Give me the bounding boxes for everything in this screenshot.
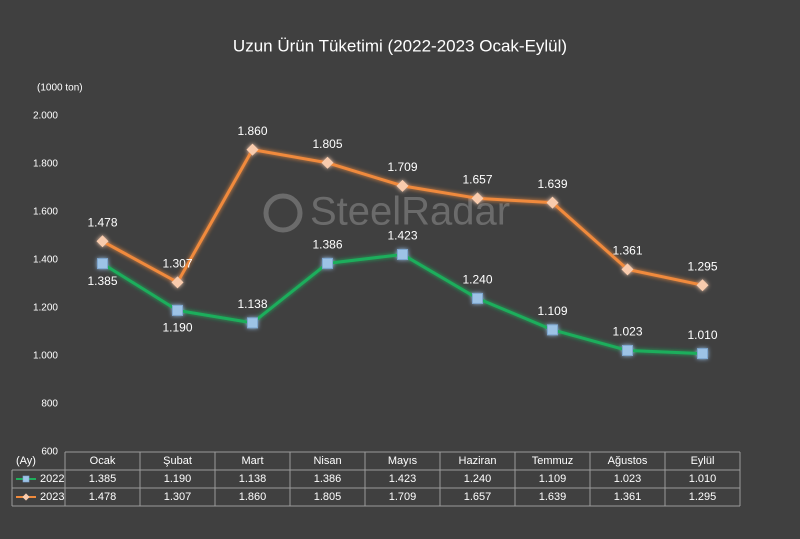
table-cell: 1.010 [689, 473, 717, 485]
marker [471, 192, 484, 205]
legend-label: 2023 [40, 491, 64, 503]
chart-title: Uzun Ürün Tüketimi (2022-2023 Ocak-Eylül… [233, 36, 567, 55]
data-label: 1.709 [387, 160, 417, 174]
table-header: (Ay) [16, 455, 36, 467]
marker [621, 263, 634, 276]
data-label: 1.295 [687, 259, 717, 273]
x-tick-label: Nisan [313, 455, 341, 467]
marker [247, 317, 258, 329]
table-cell: 1.023 [614, 473, 642, 485]
marker [696, 279, 709, 292]
y-tick-label: 1.600 [33, 207, 58, 218]
table-cell: 1.138 [239, 473, 267, 485]
data-label: 1.385 [87, 274, 117, 288]
table-cell: 1.307 [164, 491, 192, 503]
data-label: 1.010 [687, 328, 717, 342]
marker [472, 292, 483, 304]
marker [396, 179, 409, 192]
marker [321, 156, 334, 169]
x-tick-label: Ocak [90, 455, 116, 467]
marker [96, 235, 109, 248]
table-cell: 1.386 [314, 473, 342, 485]
data-label: 1.361 [612, 244, 642, 258]
marker [246, 143, 259, 156]
y-tick-label: 1.000 [33, 351, 58, 362]
marker [397, 248, 408, 260]
legend-label: 2022 [40, 473, 64, 485]
legend-marker [22, 493, 30, 501]
marker [97, 258, 108, 270]
data-label: 1.639 [537, 177, 567, 191]
data-label: 1.386 [312, 238, 342, 252]
marker [546, 196, 559, 209]
table-cell: 1.860 [239, 491, 267, 503]
data-label: 1.138 [237, 297, 267, 311]
data-label: 1.423 [387, 229, 417, 243]
x-tick-label: Ağustos [608, 455, 648, 467]
y-axis-label: (1000 ton) [37, 83, 83, 94]
y-tick-label: 2.000 [33, 111, 58, 122]
table-cell: 1.190 [164, 473, 192, 485]
data-label: 1.307 [162, 256, 192, 270]
data-label: 1.657 [462, 172, 492, 186]
y-tick-label: 1.200 [33, 303, 58, 314]
table-cell: 1.478 [89, 491, 117, 503]
marker [322, 257, 333, 269]
legend-marker [22, 475, 30, 483]
table-cell: 1.240 [464, 473, 492, 485]
table-cell: 1.295 [689, 491, 717, 503]
y-tick-label: 600 [41, 447, 58, 458]
data-label: 1.240 [462, 273, 492, 287]
x-tick-label: Haziran [459, 455, 497, 467]
data-label: 1.860 [237, 124, 267, 138]
y-tick-label: 1.400 [33, 255, 58, 266]
series-group [97, 248, 708, 360]
x-tick-label: Mayıs [388, 455, 418, 467]
y-tick-label: 800 [41, 399, 58, 410]
x-tick-label: Eylül [691, 455, 715, 467]
table-cell: 1.423 [389, 473, 417, 485]
data-label: 1.023 [612, 325, 642, 339]
x-tick-label: Temmuz [532, 455, 574, 467]
y-tick-label: 1.800 [33, 159, 58, 170]
marker [171, 276, 184, 289]
marker [172, 304, 183, 316]
series-group [96, 143, 709, 292]
table-cell: 1.639 [539, 491, 567, 503]
data-label: 1.805 [312, 137, 342, 151]
table-cell: 1.657 [464, 491, 492, 503]
table-cell: 1.805 [314, 491, 342, 503]
table-cell: 1.385 [89, 473, 117, 485]
table-cell: 1.709 [389, 491, 417, 503]
data-label: 1.478 [87, 215, 117, 229]
table-cell: 1.361 [614, 491, 642, 503]
x-tick-label: Şubat [163, 455, 192, 467]
marker [697, 348, 708, 360]
data-label: 1.109 [537, 304, 567, 318]
table-cell: 1.109 [539, 473, 567, 485]
data-label: 1.190 [162, 321, 192, 335]
x-tick-label: Mart [242, 455, 264, 467]
watermark-icon [263, 193, 303, 233]
marker [622, 344, 633, 356]
marker [547, 324, 558, 336]
